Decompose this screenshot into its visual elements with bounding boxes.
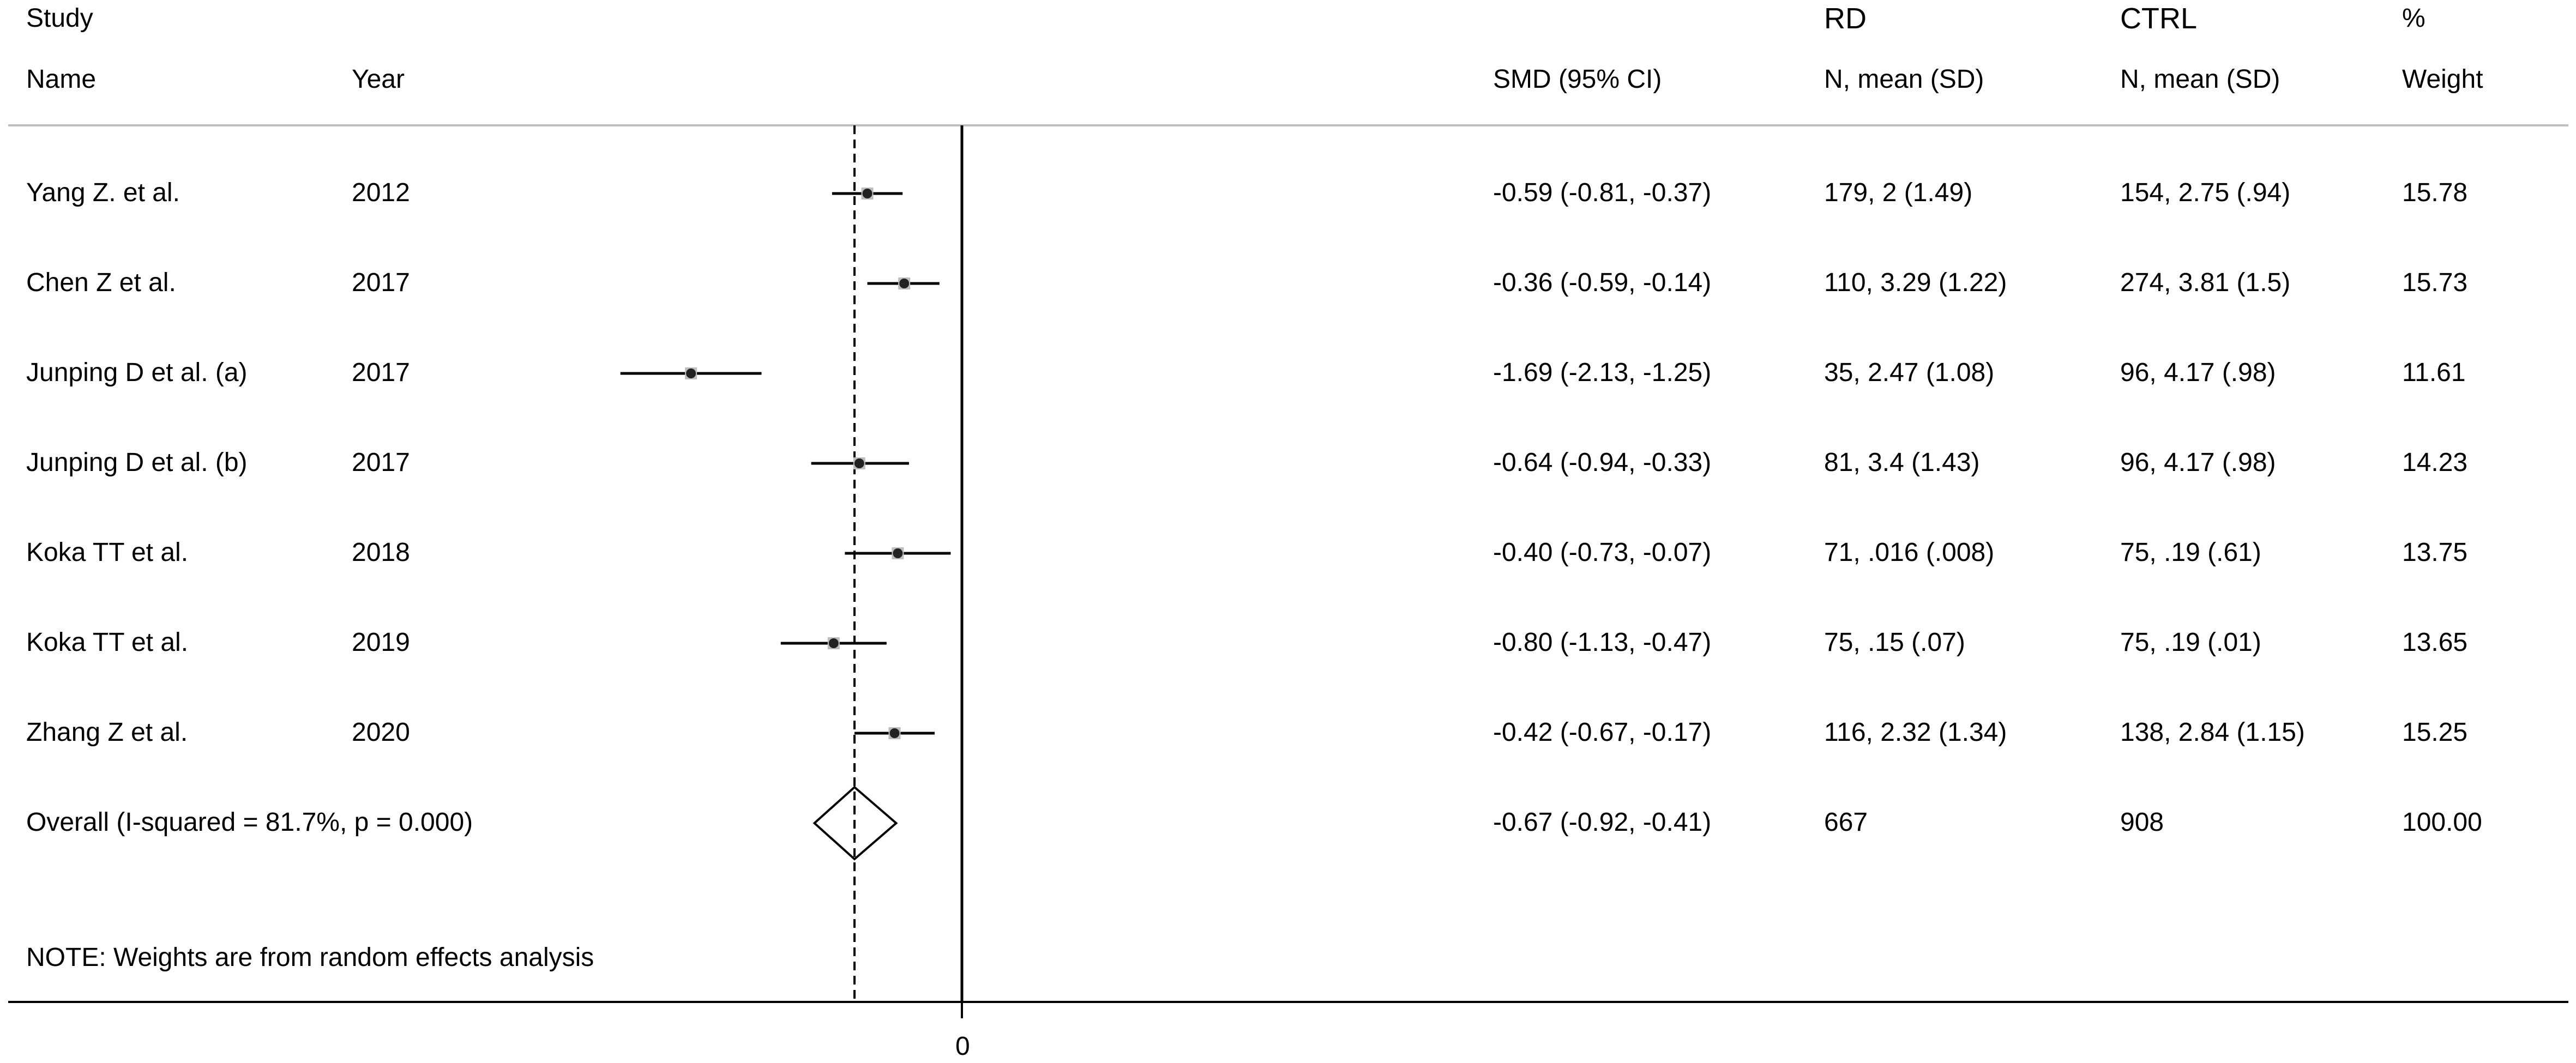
study-name: Koka TT et al. [26,628,189,657]
study-weight: 14.23 [2402,448,2468,477]
study-weight: 15.25 [2402,718,2468,747]
study-ctrl: 138, 2.84 (1.15) [2120,718,2305,747]
study-smd-ci: -0.64 (-0.94, -0.33) [1493,448,1712,477]
study-year: 2019 [352,628,410,657]
study-rd: 179, 2 (1.49) [1824,178,1973,207]
header-year: Year [352,65,405,94]
study-weight: 15.73 [2402,268,2468,297]
study-ctrl: 154, 2.75 (.94) [2120,178,2291,207]
study-weight: 13.65 [2402,628,2468,657]
header-name: Name [26,65,97,94]
study-smd-ci: -0.42 (-0.67, -0.17) [1493,718,1712,747]
study-year: 2017 [352,268,410,297]
study-smd-ci: -0.80 (-1.13, -0.47) [1493,628,1712,657]
study-name: Zhang Z et al. [26,718,188,747]
study-weight: 15.78 [2402,178,2468,207]
study-year: 2020 [352,718,410,747]
header-weight-sub: Weight [2402,65,2483,94]
study-weight: 13.75 [2402,538,2468,567]
study-rd: 71, .016 (.008) [1824,538,1995,567]
header-rd-group: RD [1824,2,1867,35]
study-smd-ci: -1.69 (-2.13, -1.25) [1493,358,1712,387]
header-study: Study [26,4,93,33]
weights-note: NOTE: Weights are from random effects an… [26,943,594,972]
study-name: Koka TT et al. [26,538,189,567]
point-estimate [899,279,910,288]
header-rd-sub: N, mean (SD) [1824,65,1984,94]
study-rd: 116, 2.32 (1.34) [1824,718,2007,747]
header-ctrl-sub: N, mean (SD) [2120,65,2280,94]
study-name: Yang Z. et al. [26,178,180,207]
study-year: 2018 [352,538,410,567]
study-year: 2012 [352,178,410,207]
study-ctrl: 274, 3.81 (1.5) [2120,268,2291,297]
header-ctrl-group: CTRL [2120,2,2198,35]
point-estimate [862,189,872,198]
study-smd-ci: -0.36 (-0.59, -0.14) [1493,268,1712,297]
study-rd: 81, 3.4 (1.43) [1824,448,1980,477]
point-estimate [889,728,900,738]
study-ctrl: 75, .19 (.01) [2120,628,2261,657]
study-name: Chen Z et al. [26,268,176,297]
study-ctrl: 96, 4.17 (.98) [2120,448,2276,477]
header-smd: SMD (95% CI) [1493,65,1662,94]
study-smd-ci: -0.59 (-0.81, -0.37) [1493,178,1712,207]
study-weight: 11.61 [2402,358,2466,387]
overall-rd: 667 [1824,808,1868,837]
study-smd-ci: -0.40 (-0.73, -0.07) [1493,538,1712,567]
overall-weight: 100.00 [2402,808,2482,837]
study-name: Junping D et al. (b) [26,448,248,477]
overall-diamond [812,786,898,861]
point-estimate [893,548,903,558]
point-estimate [686,369,696,378]
study-year: 2017 [352,358,410,387]
x-tick-label-0: 0 [955,1032,970,1061]
study-rd: 35, 2.47 (1.08) [1824,358,1995,387]
study-ctrl: 75, .19 (.61) [2120,538,2261,567]
study-name: Junping D et al. (a) [26,358,248,387]
study-ctrl: 96, 4.17 (.98) [2120,358,2276,387]
overall-ctrl: 908 [2120,808,2164,837]
header-weight-group: % [2402,4,2425,33]
point-estimate [854,458,864,468]
study-rd: 110, 3.29 (1.22) [1824,268,2007,297]
study-rd: 75, .15 (.07) [1824,628,1965,657]
point-estimate [828,638,839,648]
overall-smd-ci: -0.67 (-0.92, -0.41) [1493,808,1712,837]
study-year: 2017 [352,448,410,477]
overall-label: Overall (I-squared = 81.7%, p = 0.000) [26,808,473,837]
